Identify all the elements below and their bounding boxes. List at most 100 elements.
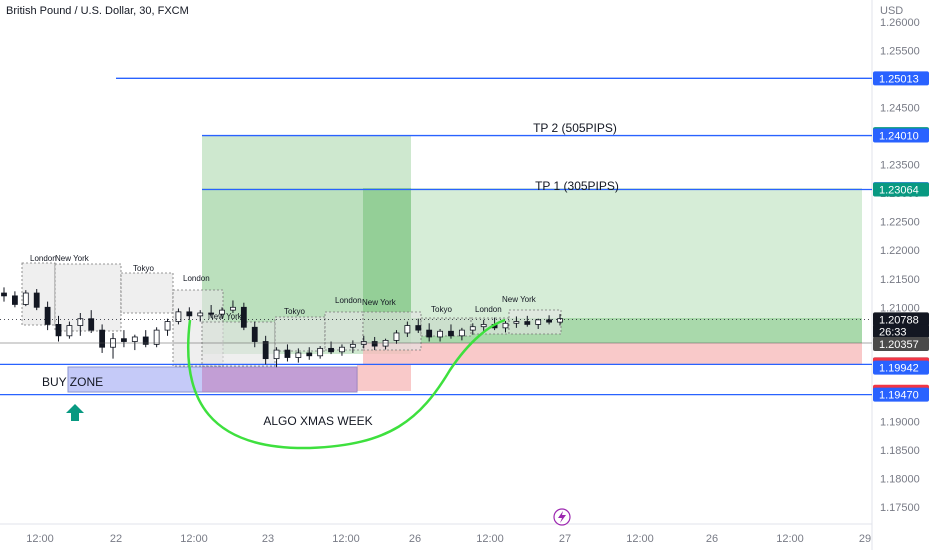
candle-body [557, 318, 563, 323]
price-badge-bg [873, 182, 929, 197]
candle-body [328, 347, 334, 353]
price-badge-countdown: 26:33 [879, 326, 907, 338]
price-tick-label: 1.22500 [880, 217, 920, 229]
candle-body [131, 336, 138, 342]
tp2-label: TP 2 (505PIPS) [533, 121, 617, 135]
session-label: Tokyo [431, 305, 452, 314]
time-tick-label: 12:00 [332, 533, 360, 545]
price-tick-label: 1.26000 [880, 17, 920, 29]
time-tick-label: 12:00 [776, 533, 804, 545]
candle-body [197, 312, 204, 317]
candle-body [1, 292, 7, 297]
session-label: New York [502, 295, 537, 304]
candle-body [393, 332, 400, 341]
candle-body [546, 319, 552, 323]
candle-body [448, 330, 454, 337]
candle-body [349, 343, 356, 348]
buy-zone-label: BUY ZONE [42, 375, 103, 389]
time-tick-label: 12:00 [26, 533, 54, 545]
candle-body [524, 321, 531, 325]
price-badges: 1.250131.240341.240101.230701.230641.207… [873, 71, 929, 402]
price-tick-label: 1.19000 [880, 416, 920, 428]
session-box [420, 317, 472, 337]
candle-body [88, 318, 95, 331]
session-label: London [335, 296, 362, 305]
price-badge-bg [873, 128, 929, 143]
session-label: Tokyo [133, 264, 154, 273]
session-label: London [30, 254, 57, 263]
candle-body [12, 295, 18, 305]
candle-body [426, 329, 433, 338]
stop-loss-lower-zone [357, 365, 411, 391]
candle-body [230, 306, 236, 311]
candle-body [66, 325, 73, 337]
candle-body [44, 306, 51, 325]
price-axis-ticks: 1.260001.255001.250001.245001.240001.235… [880, 17, 920, 514]
candle-body [208, 312, 215, 315]
session-label: Tokyo [284, 307, 305, 316]
candle-body [404, 325, 411, 334]
horizontal-lines [0, 77, 872, 396]
time-axis-ticks: 12:00 22 12:00 23 12:00 26 12:00 27 12:00 26 12:00… [26, 533, 871, 545]
price-badge-tp2-blue: 1.24010 [879, 131, 919, 143]
candle-body [295, 352, 302, 358]
time-tick-label: 12:00 [476, 533, 504, 545]
candle-body [273, 349, 280, 360]
price-badge-tp1-green: 1.23064 [879, 185, 919, 197]
price-badge-bg [873, 71, 929, 86]
candle-body [219, 309, 225, 315]
candle-body [153, 329, 160, 345]
buy-zone-overlap [202, 367, 357, 392]
candle-body [371, 341, 378, 347]
price-tick-label: 1.21000 [880, 302, 920, 314]
price-tick-label: 1.25500 [880, 46, 920, 58]
price-badge-bg [873, 360, 929, 375]
time-tick-label: 27 [559, 533, 571, 545]
candle-body [469, 326, 476, 331]
candles [1, 287, 563, 368]
candle-body [164, 321, 171, 331]
candle-body [437, 330, 443, 338]
price-badge-bg [873, 387, 929, 402]
time-tick-label: 12:00 [626, 533, 654, 545]
session-box [274, 316, 326, 352]
stop-loss-zone[interactable] [363, 343, 862, 365]
candle-body [240, 306, 247, 328]
candle-body [121, 338, 127, 342]
price-tick-label: 1.18000 [880, 473, 920, 485]
candle-body [284, 349, 291, 358]
candle-body [480, 324, 487, 328]
symbol-title: British Pound / U.S. Dollar, 30, FXCM [6, 5, 189, 17]
price-badge-bg [873, 312, 929, 327]
candle-body [306, 352, 313, 357]
time-tick-label: 22 [110, 533, 122, 545]
time-tick-label: 26 [706, 533, 718, 545]
price-tick-label: 1.17500 [880, 502, 920, 514]
tp1-label: TP 1 (305PIPS) [535, 179, 619, 193]
candle-body [339, 346, 345, 353]
price-badge-last-price: 1.20788 [879, 314, 919, 326]
price-tick-label: 1.21500 [880, 274, 920, 286]
candle-body [262, 341, 269, 360]
price-tick-label: 1.23500 [880, 160, 920, 172]
currency-label: USD [880, 5, 903, 17]
time-tick-label: 29 [859, 533, 871, 545]
candle-body [142, 336, 149, 345]
candle-body [186, 311, 193, 317]
session-label: New York [208, 312, 243, 321]
price-badge-entry: 1.20357 [879, 339, 919, 351]
price-badge-l-1.19942: 1.19942 [879, 363, 919, 375]
price-badge-bg [873, 324, 929, 339]
time-tick-label: 26 [409, 533, 421, 545]
candle-body [77, 318, 84, 326]
price-badge-line-top: 1.25013 [879, 73, 919, 85]
candle-body [33, 292, 40, 308]
candle-body [535, 319, 542, 325]
algo-curve[interactable] [186, 318, 506, 450]
up-arrow-icon [66, 404, 84, 421]
candle-body [22, 292, 29, 305]
candle-body [251, 326, 258, 342]
price-tick-label: 1.24500 [880, 103, 920, 115]
